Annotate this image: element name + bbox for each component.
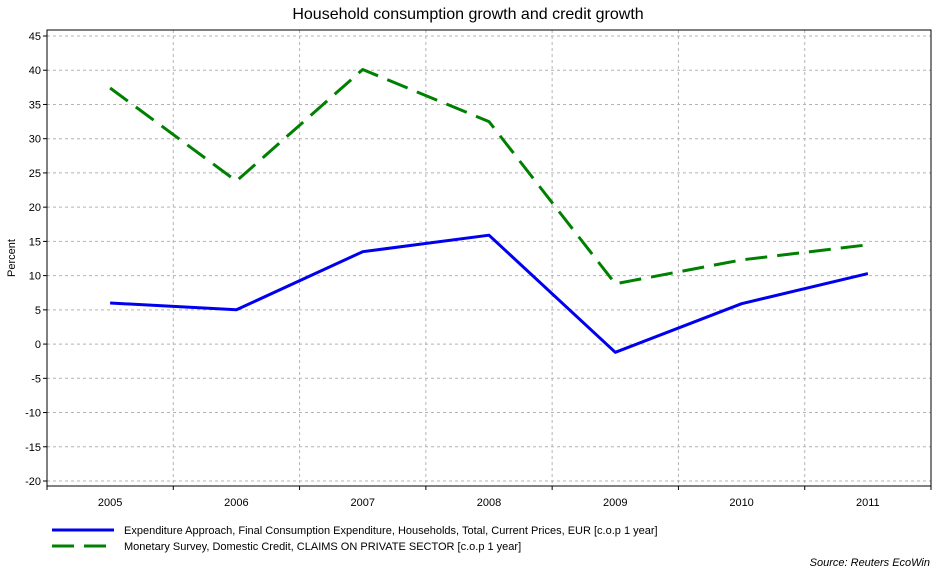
legend-label-credit: Monetary Survey, Domestic Credit, CLAIMS… <box>124 541 521 553</box>
x-tick-label: 2005 <box>98 497 122 509</box>
x-tick-label: 2007 <box>350 497 374 509</box>
y-tick-label: 20 <box>29 202 41 214</box>
x-tick-label: 2006 <box>224 497 248 509</box>
x-tick-label: 2011 <box>856 497 880 509</box>
y-axis-ticks: 45 40 35 30 25 20 15 10 5 0 -5 -10 -15 -20 <box>25 31 47 488</box>
legend-label-consumption: Expenditure Approach, Final Consumption … <box>124 525 658 537</box>
legend: Expenditure Approach, Final Consumption … <box>52 525 658 553</box>
y-tick-label: 10 <box>29 271 41 283</box>
y-tick-label: 30 <box>29 134 41 146</box>
x-axis-ticks: 2005 2006 2007 2008 2009 2010 2011 <box>46 486 932 509</box>
y-tick-label: 25 <box>29 168 41 180</box>
y-tick-label: 15 <box>29 236 41 248</box>
y-tick-label: -5 <box>31 373 41 385</box>
y-tick-label: 35 <box>29 99 41 111</box>
y-tick-label: -20 <box>25 476 41 488</box>
y-tick-label: 40 <box>29 65 41 77</box>
y-axis-title: Percent <box>6 239 18 277</box>
chart-title: Household consumption growth and credit … <box>292 6 643 23</box>
grid-lines <box>47 30 931 486</box>
series-line-consumption <box>110 233 869 354</box>
series-line-credit <box>109 68 869 286</box>
y-tick-label: 0 <box>35 339 41 351</box>
x-tick-label: 2009 <box>603 497 627 509</box>
y-tick-label: 5 <box>35 305 41 317</box>
source-label: Source: Reuters EcoWin <box>810 557 930 569</box>
x-tick-label: 2010 <box>729 497 753 509</box>
y-tick-label: -15 <box>25 442 41 454</box>
series-lines <box>109 68 869 354</box>
y-tick-label: 45 <box>29 31 41 43</box>
y-tick-label: -10 <box>25 408 41 420</box>
plot-area <box>46 29 932 487</box>
x-tick-label: 2008 <box>477 497 501 509</box>
